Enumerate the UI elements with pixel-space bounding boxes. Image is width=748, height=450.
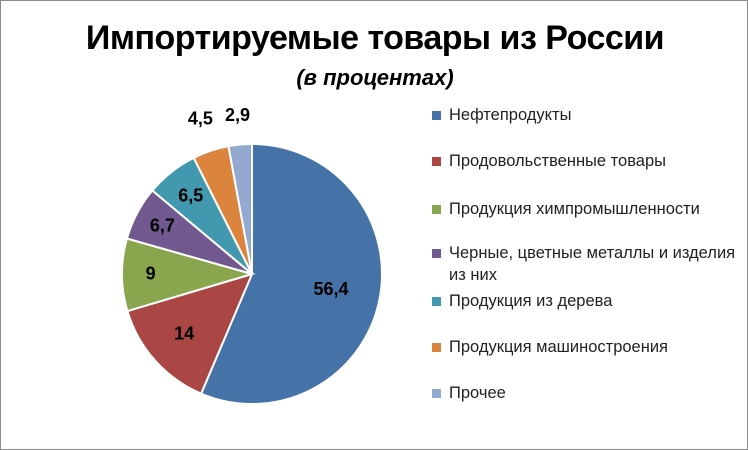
legend-swatch-6 [432,343,441,352]
pie-slice-7 [227,142,253,275]
legend-label-7: Прочее [449,384,506,402]
legend-label-3: Продукция химпромышленности [449,200,700,218]
legend-label-5: Продукция из дерева [449,292,613,310]
data-label-7: 2,9 [225,105,250,125]
data-label-3: 9 [146,263,156,283]
legend-swatch-2 [432,157,441,166]
legend-label-6: Продукция машиностроения [449,338,668,356]
data-label-1: 56,4 [313,279,348,299]
legend-swatch-1 [432,111,441,120]
legend-swatch-5 [432,297,441,306]
data-label-2: 14 [174,323,194,343]
pie-slice-1 [199,142,383,405]
legend-label-2: Продовольственные товары [449,152,667,170]
chart-title: Импортируемые товары из России [85,19,665,57]
legend-swatch-3 [432,205,441,214]
legend-swatch-4 [432,249,441,258]
data-label-4: 6,7 [150,215,175,235]
data-label-6: 4,5 [188,109,213,129]
chart-subtitle: (в процентах) [296,65,454,90]
legend-swatch-7 [432,389,441,398]
legend-label-1: Нефтепродукты [449,106,572,124]
legend-label-4: Черные, цветные металлы и изделия из них [449,244,736,284]
pie-slice-2 [126,272,254,395]
data-label-5: 6,5 [178,185,203,205]
